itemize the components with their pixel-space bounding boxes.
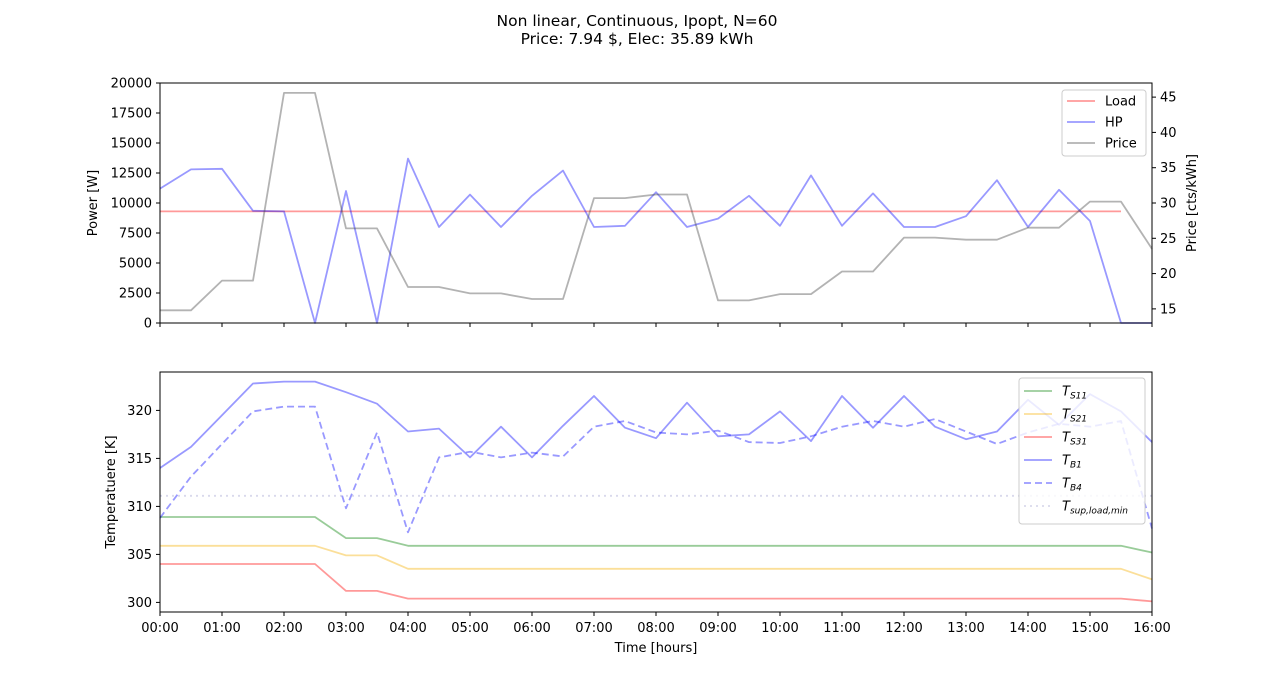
time-x-tick-label: 03:00 xyxy=(327,621,364,636)
temperature-y-tick-label: 315 xyxy=(127,452,152,467)
temperature-y-axis-label: Temperatuere [K] xyxy=(104,435,119,549)
legend-label-s31: TS31 xyxy=(1062,431,1087,448)
temperature-series xyxy=(159,380,1153,603)
time-x-tick-label: 07:00 xyxy=(575,621,612,636)
temperature-chart-legend: TS11 TS21 TS31 TB1 TB4 Tsup,load,min xyxy=(1018,377,1146,525)
time-x-tick-label: 09:00 xyxy=(699,621,736,636)
figure-subtitle: Price: 7.94 $, Elec: 35.89 kWh xyxy=(521,30,754,48)
legend-label-b1: TB1 xyxy=(1062,454,1082,471)
power-price-series xyxy=(159,92,1153,324)
temperature-chart-frame xyxy=(159,371,1153,613)
temperature-chart-ticks: 300 305 310 315 320 00:00 01:00 02:00 03:00 04:00… xyxy=(127,404,1171,636)
series-line-temp-3 xyxy=(159,380,1153,469)
time-x-tick-label: 04:00 xyxy=(389,621,426,636)
power-y-tick-label: 17500 xyxy=(111,107,152,122)
temperature-chart: 300 305 310 315 320 00:00 01:00 02:00 03:00 04:00… xyxy=(104,371,1171,656)
power-y-tick-label: 2500 xyxy=(119,287,152,302)
price-y-tick-label: 45 xyxy=(1160,91,1177,106)
series-line-temp-2 xyxy=(160,563,1153,603)
power-y-tick-label: 10000 xyxy=(111,197,152,212)
time-x-tick-label: 05:00 xyxy=(451,621,488,636)
price-y-tick-label: 25 xyxy=(1160,232,1177,247)
time-x-tick-label: 10:00 xyxy=(761,621,798,636)
figure-title: Non linear, Continuous, Ipopt, N=60 xyxy=(497,12,778,30)
time-x-tick-label: 01:00 xyxy=(203,621,240,636)
time-x-tick-label: 11:00 xyxy=(823,621,860,636)
power-price-chart: 0 2500 5000 7500 10000 12500 15000 17500 20000 15… xyxy=(86,77,1200,332)
power-y-tick-label: 0 xyxy=(144,317,152,332)
temperature-y-tick-label: 300 xyxy=(127,596,152,611)
time-x-tick-label: 13:00 xyxy=(947,621,984,636)
legend-box xyxy=(1061,89,1147,157)
time-x-tick-label: 08:00 xyxy=(637,621,674,636)
legend-label-load: Load xyxy=(1105,95,1136,110)
series-line-power-1 xyxy=(159,157,1152,324)
time-x-tick-label: 15:00 xyxy=(1071,621,1108,636)
price-y-axis-label: Price [cts/kWh] xyxy=(1185,154,1200,252)
legend-label-hp: HP xyxy=(1105,116,1123,131)
power-y-axis-label: Power [W] xyxy=(86,170,101,236)
legend-label-s21: TS21 xyxy=(1062,408,1087,425)
legend-label-sup-load-min: Tsup,load,min xyxy=(1062,500,1128,517)
temperature-y-tick-label: 310 xyxy=(127,500,152,515)
power-y-tick-label: 12500 xyxy=(111,167,152,182)
series-line-power-2 xyxy=(160,92,1153,312)
temperature-y-tick-label: 320 xyxy=(127,404,152,419)
power-y-tick-label: 7500 xyxy=(119,227,152,242)
price-y-tick-label: 35 xyxy=(1160,161,1177,176)
series-line-temp-0 xyxy=(160,516,1153,554)
power-chart-legend: Load HP Price xyxy=(1061,89,1147,157)
time-x-axis-label: Time [hours] xyxy=(614,641,698,656)
time-x-tick-label: 06:00 xyxy=(513,621,550,636)
series-line-temp-1 xyxy=(160,544,1153,581)
price-y-tick-label: 20 xyxy=(1160,267,1177,282)
power-y-tick-label: 15000 xyxy=(111,137,152,152)
time-x-tick-label: 12:00 xyxy=(885,621,922,636)
price-y-tick-label: 40 xyxy=(1160,126,1177,141)
power-chart-frame xyxy=(159,82,1153,324)
power-y-tick-label: 5000 xyxy=(119,257,152,272)
legend-label-price: Price xyxy=(1105,137,1137,152)
time-x-tick-label: 02:00 xyxy=(265,621,302,636)
power-chart-ticks: 0 2500 5000 7500 10000 12500 15000 17500 20000 15… xyxy=(111,77,1177,332)
legend-box xyxy=(1018,377,1146,525)
time-x-tick-label: 14:00 xyxy=(1009,621,1046,636)
time-x-tick-label: 16:00 xyxy=(1133,621,1170,636)
temperature-y-tick-label: 305 xyxy=(127,548,152,563)
time-x-tick-label: 00:00 xyxy=(141,621,178,636)
price-y-tick-label: 30 xyxy=(1160,197,1177,212)
power-y-tick-label: 20000 xyxy=(111,77,152,92)
price-y-tick-label: 15 xyxy=(1160,302,1177,317)
legend-label-b4: TB4 xyxy=(1062,477,1082,494)
legend-label-s11: TS11 xyxy=(1062,385,1087,402)
